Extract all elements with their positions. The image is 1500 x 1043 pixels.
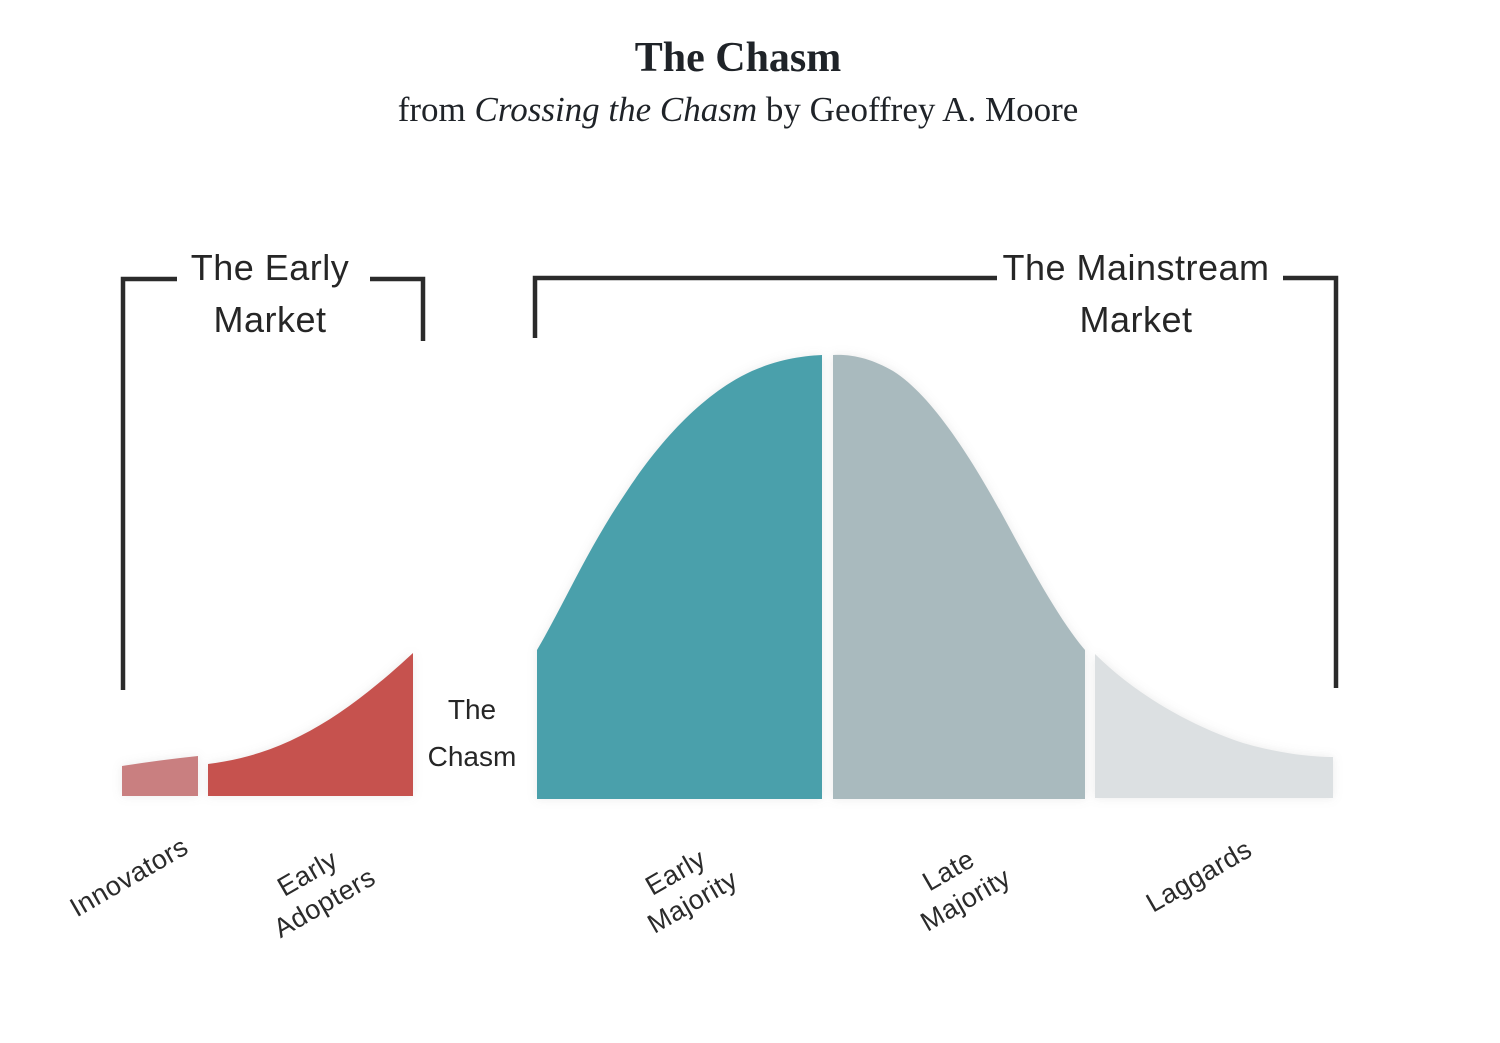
bracket-lines [120, 275, 1339, 690]
early-majority-shape [537, 355, 822, 799]
subtitle-suffix: by Geoffrey A. Moore [757, 90, 1079, 129]
subtitle-prefix: from [397, 90, 475, 129]
laggards-shape [1095, 654, 1333, 798]
page-title: The Chasm [634, 35, 842, 81]
early-market-label: The Early Market [190, 247, 350, 340]
subtitle-book-title: Crossing the Chasm [474, 90, 758, 129]
mainstream-bracket-left [532, 275, 997, 338]
mainstream-bracket-right [1283, 275, 1339, 688]
page-subtitle: from Crossing the Chasm by Geoffrey A. M… [0, 90, 1488, 130]
late-majority-shape [833, 354, 1085, 799]
mainstream-market-label: The Mainstream Market [1002, 247, 1270, 340]
early-market-bracket-right [370, 276, 426, 341]
early-adopters-shape [208, 653, 413, 796]
innovators-shape [122, 756, 198, 796]
early-market-bracket-left [120, 276, 177, 690]
chasm-label: The Chasm [427, 694, 517, 772]
adoption-curve [122, 354, 1333, 799]
